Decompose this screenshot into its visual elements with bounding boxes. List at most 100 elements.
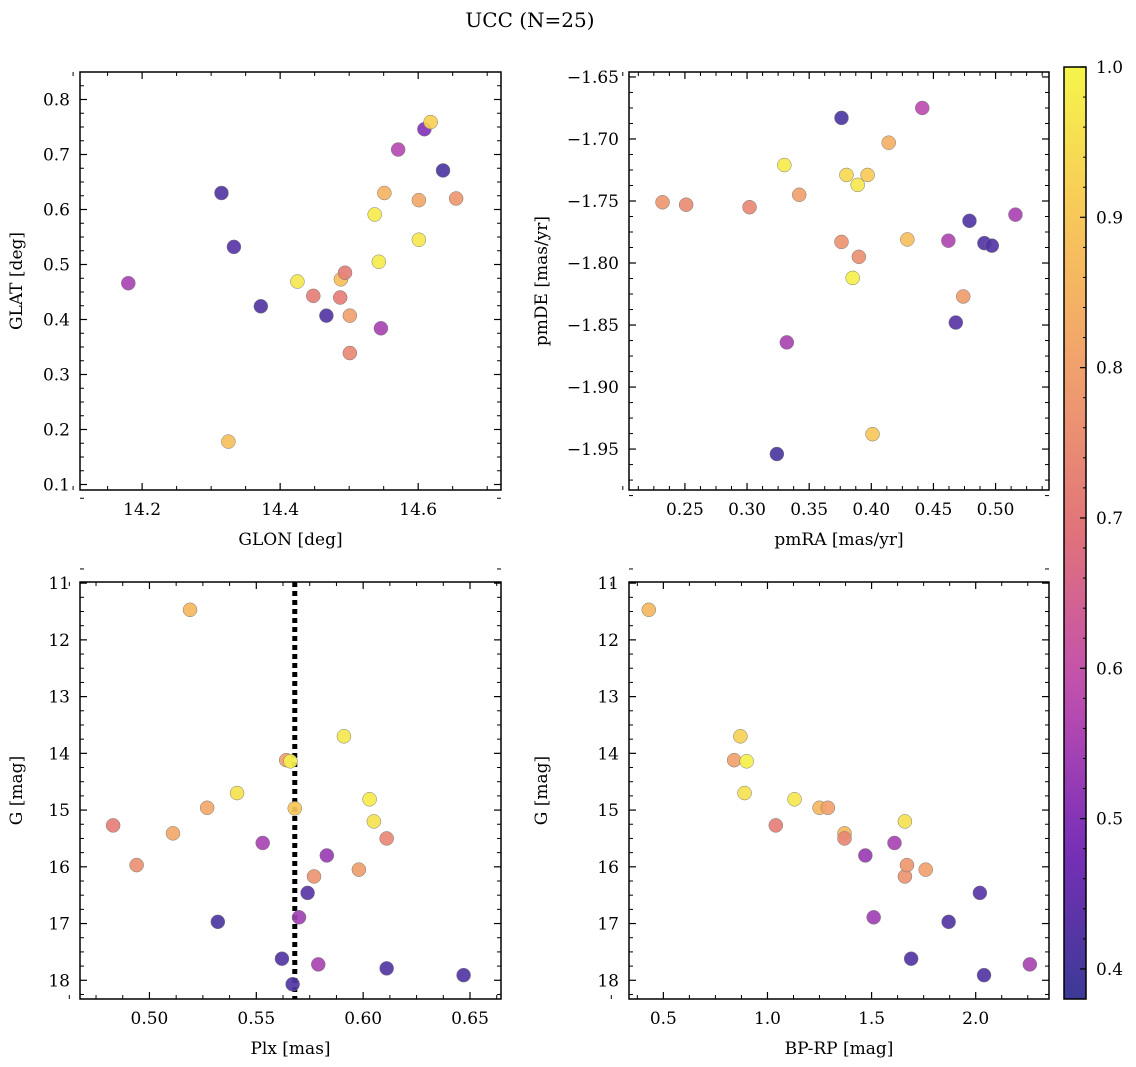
data-point bbox=[834, 110, 849, 126]
data-point bbox=[214, 185, 229, 201]
data-point bbox=[887, 835, 902, 851]
data-point bbox=[390, 142, 406, 157]
y-tick-label: 17 bbox=[597, 915, 619, 935]
data-point bbox=[820, 800, 836, 816]
x-tick-label: 0.50 bbox=[131, 1009, 169, 1029]
y-tick-label: 14 bbox=[597, 744, 619, 764]
y-tick-label: 13 bbox=[597, 688, 619, 708]
x-tick-label: 1.0 bbox=[754, 1009, 781, 1029]
data-point bbox=[411, 192, 427, 208]
data-point bbox=[367, 207, 382, 222]
colorbar: 0.4 0.5 0.6 0.7 0.8 0.9 1.0 bbox=[1063, 58, 1123, 1000]
data-point bbox=[984, 238, 1000, 253]
x-axis-label: Plx [mas] bbox=[250, 1039, 330, 1059]
data-point bbox=[845, 270, 860, 286]
data-point bbox=[221, 434, 236, 449]
data-point bbox=[641, 602, 657, 618]
data-point bbox=[972, 885, 988, 901]
data-point bbox=[866, 910, 881, 925]
data-point bbox=[165, 826, 181, 841]
data-point bbox=[851, 249, 867, 265]
data-point bbox=[858, 848, 873, 863]
x-tick-label: 0.55 bbox=[237, 1009, 275, 1029]
data-point bbox=[371, 254, 387, 269]
data-point bbox=[726, 752, 742, 768]
y-tick-label: 0.2 bbox=[43, 421, 70, 441]
colorbar-tick-label: 0.6 bbox=[1096, 659, 1123, 679]
y-tick-label: 0.6 bbox=[43, 201, 70, 221]
y-tick-label: 16 bbox=[597, 858, 619, 878]
axes-frame bbox=[79, 581, 502, 1000]
data-point bbox=[448, 191, 464, 206]
x-axis-label: BP-RP [mag] bbox=[785, 1039, 894, 1059]
y-tick-label: 0.3 bbox=[43, 366, 70, 386]
scatter-points bbox=[655, 100, 1023, 462]
y-tick-label: −1.70 bbox=[567, 130, 619, 150]
data-point bbox=[769, 446, 785, 462]
y-axis-label: GLAT [deg] bbox=[7, 232, 27, 330]
data-point bbox=[300, 885, 315, 901]
y-tick-label: 0.7 bbox=[43, 146, 70, 166]
y-tick-label: 15 bbox=[597, 801, 619, 821]
data-point bbox=[837, 831, 852, 846]
data-point bbox=[121, 275, 136, 291]
data-point bbox=[962, 213, 977, 229]
y-axis-label: G [mag] bbox=[7, 756, 27, 825]
axes-frame bbox=[79, 71, 502, 491]
panel-bprp-g: 0.5 1.0 1.5 2.0 11 12 13 14 15 16 17 18 BP-RP [mag] G… bbox=[532, 568, 1050, 1059]
data-point bbox=[255, 835, 270, 851]
data-point bbox=[655, 194, 670, 210]
y-tick-label: 18 bbox=[48, 971, 70, 991]
data-point bbox=[1022, 957, 1038, 972]
x-tick-label: 0.50 bbox=[977, 500, 1015, 520]
data-point bbox=[899, 857, 915, 873]
x-tick-label: 0.60 bbox=[344, 1009, 382, 1029]
x-axis-label: pmRA [mas/yr] bbox=[774, 530, 903, 550]
y-tick-label: −1.85 bbox=[567, 316, 619, 336]
colorbar-tick-label: 0.4 bbox=[1096, 960, 1123, 980]
data-point bbox=[351, 862, 367, 877]
data-point bbox=[319, 308, 334, 323]
x-axis-label: GLON [deg] bbox=[238, 530, 342, 550]
y-tick-label: 0.1 bbox=[43, 476, 70, 496]
x-tick-label: 2.0 bbox=[962, 1009, 989, 1029]
data-point bbox=[379, 961, 394, 976]
data-point bbox=[342, 345, 358, 361]
data-point bbox=[423, 114, 438, 130]
data-point bbox=[210, 914, 226, 930]
x-tick-label: 0.65 bbox=[451, 1009, 489, 1029]
data-point bbox=[915, 100, 930, 116]
y-tick-label: 11 bbox=[597, 574, 619, 594]
data-point bbox=[900, 232, 915, 247]
y-tick-label: −1.80 bbox=[567, 254, 619, 274]
scatter-points bbox=[105, 602, 471, 992]
y-tick-label: 18 bbox=[597, 971, 619, 991]
data-point bbox=[283, 754, 298, 769]
data-point bbox=[881, 135, 896, 150]
colorbar-tick-label: 0.7 bbox=[1096, 509, 1123, 529]
data-point bbox=[306, 288, 321, 304]
data-point bbox=[860, 167, 875, 183]
data-point bbox=[229, 785, 245, 801]
x-tick-label: 0.40 bbox=[852, 500, 890, 520]
data-point bbox=[737, 785, 752, 801]
data-point bbox=[366, 814, 382, 829]
x-tick-label: 14.2 bbox=[123, 500, 161, 520]
data-point bbox=[342, 308, 358, 323]
colorbar-tick-label: 1.0 bbox=[1096, 58, 1123, 78]
y-tick-label: −1.75 bbox=[567, 192, 619, 212]
data-point bbox=[779, 335, 795, 350]
data-point bbox=[306, 869, 322, 884]
data-point bbox=[105, 818, 121, 833]
data-point bbox=[1008, 207, 1023, 222]
data-point bbox=[336, 729, 352, 744]
scatter-points bbox=[121, 114, 464, 449]
figure-title: UCC (N=25) bbox=[465, 8, 594, 32]
data-point bbox=[274, 951, 290, 966]
data-point bbox=[941, 233, 956, 248]
data-point bbox=[678, 197, 694, 212]
data-point bbox=[839, 167, 854, 183]
y-axis-label: G [mag] bbox=[532, 756, 552, 825]
data-point bbox=[337, 265, 353, 280]
